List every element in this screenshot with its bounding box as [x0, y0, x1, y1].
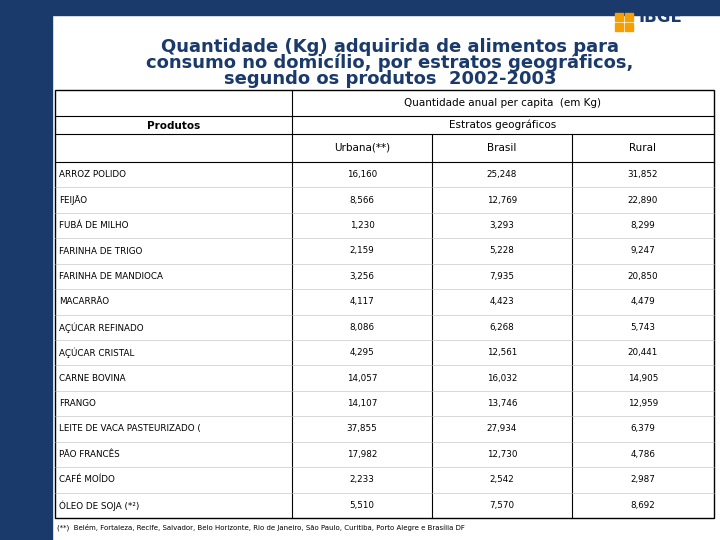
Text: 37,855: 37,855 [346, 424, 377, 434]
Text: Produtos: Produtos [147, 121, 200, 131]
Text: 2,233: 2,233 [350, 475, 374, 484]
Text: consumo no domicílio, por estratos geográficos,: consumo no domicílio, por estratos geogr… [146, 54, 634, 72]
Text: 12,561: 12,561 [487, 348, 517, 357]
Text: Rural: Rural [629, 143, 657, 153]
Text: (**)  Belém, Fortaleza, Recife, Salvador, Belo Horizonte, Rio de Janeiro, São Pa: (**) Belém, Fortaleza, Recife, Salvador,… [57, 523, 465, 531]
Text: 4,423: 4,423 [490, 298, 514, 306]
Text: 6,379: 6,379 [631, 424, 655, 434]
Text: FEIJÃO: FEIJÃO [59, 195, 87, 205]
Text: 8,086: 8,086 [349, 323, 374, 332]
Text: 5,228: 5,228 [490, 246, 514, 255]
Bar [0, 0, 720, 15]
Text: 7,570: 7,570 [490, 501, 515, 510]
Text: 31,852: 31,852 [628, 170, 658, 179]
Text: 27,934: 27,934 [487, 424, 517, 434]
Text: 3,256: 3,256 [350, 272, 374, 281]
Text: 8,692: 8,692 [631, 501, 655, 510]
Text: Urbana(**): Urbana(**) [334, 143, 390, 153]
Text: 2,542: 2,542 [490, 475, 514, 484]
Text: 6,268: 6,268 [490, 323, 514, 332]
Text: FARINHA DE MANDIOCA: FARINHA DE MANDIOCA [59, 272, 163, 281]
Text: 25,248: 25,248 [487, 170, 517, 179]
Text: 14,905: 14,905 [628, 374, 658, 383]
Text: ARROZ POLIDO: ARROZ POLIDO [59, 170, 126, 179]
Text: 4,786: 4,786 [631, 450, 655, 459]
Text: 3,293: 3,293 [490, 221, 514, 230]
Bar [615, 13, 623, 21]
Text: FUBÁ DE MILHO: FUBÁ DE MILHO [59, 221, 128, 230]
Text: 13,746: 13,746 [487, 399, 517, 408]
Text: 12,769: 12,769 [487, 195, 517, 205]
Text: AÇÚCAR CRISTAL: AÇÚCAR CRISTAL [59, 347, 135, 358]
Bar [615, 23, 623, 31]
Text: AÇÚCAR REFINADO: AÇÚCAR REFINADO [59, 322, 143, 333]
Text: Quantidade anual per capita  (em Kg): Quantidade anual per capita (em Kg) [405, 98, 601, 108]
Text: 16,160: 16,160 [347, 170, 377, 179]
Text: 2,159: 2,159 [350, 246, 374, 255]
Text: Brasil: Brasil [487, 143, 517, 153]
Text: 8,566: 8,566 [350, 195, 374, 205]
Text: 12,730: 12,730 [487, 450, 517, 459]
Text: segundo os produtos  2002-2003: segundo os produtos 2002-2003 [224, 70, 557, 88]
Text: 14,057: 14,057 [347, 374, 377, 383]
Text: MACARRÃO: MACARRÃO [59, 298, 109, 306]
Bar [55, 90, 714, 518]
Text: Quantidade (Kg) adquirida de alimentos para: Quantidade (Kg) adquirida de alimentos p… [161, 38, 619, 56]
Text: 17,982: 17,982 [347, 450, 377, 459]
Text: 20,441: 20,441 [628, 348, 658, 357]
Text: FRANGO: FRANGO [59, 399, 96, 408]
Text: 9,247: 9,247 [631, 246, 655, 255]
Text: 4,117: 4,117 [350, 298, 374, 306]
Text: IBGE: IBGE [639, 8, 683, 26]
Text: 14,107: 14,107 [347, 399, 377, 408]
Text: FARINHA DE TRIGO: FARINHA DE TRIGO [59, 246, 143, 255]
Text: 8,299: 8,299 [631, 221, 655, 230]
Bar [0, 0, 52, 540]
Text: PÃO FRANCÊS: PÃO FRANCÊS [59, 450, 120, 459]
Text: CAFÉ MOÍDO: CAFÉ MOÍDO [59, 475, 115, 484]
Text: 5,743: 5,743 [631, 323, 655, 332]
Text: 16,032: 16,032 [487, 374, 517, 383]
Text: ÓLEO DE SOJA (*²): ÓLEO DE SOJA (*²) [59, 500, 140, 510]
Text: LEITE DE VACA PASTEURIZADO (: LEITE DE VACA PASTEURIZADO ( [59, 424, 201, 434]
Text: 2,987: 2,987 [631, 475, 655, 484]
Bar [625, 13, 633, 21]
Text: 4,295: 4,295 [350, 348, 374, 357]
Bar [625, 23, 633, 31]
Text: 1,230: 1,230 [350, 221, 374, 230]
Text: 7,935: 7,935 [490, 272, 515, 281]
Text: Estratos geográficos: Estratos geográficos [449, 120, 557, 130]
Text: 20,850: 20,850 [628, 272, 658, 281]
Text: 12,959: 12,959 [628, 399, 658, 408]
Text: 5,510: 5,510 [349, 501, 374, 510]
Text: 22,890: 22,890 [628, 195, 658, 205]
Text: 4,479: 4,479 [631, 298, 655, 306]
Text: CARNE BOVINA: CARNE BOVINA [59, 374, 125, 383]
